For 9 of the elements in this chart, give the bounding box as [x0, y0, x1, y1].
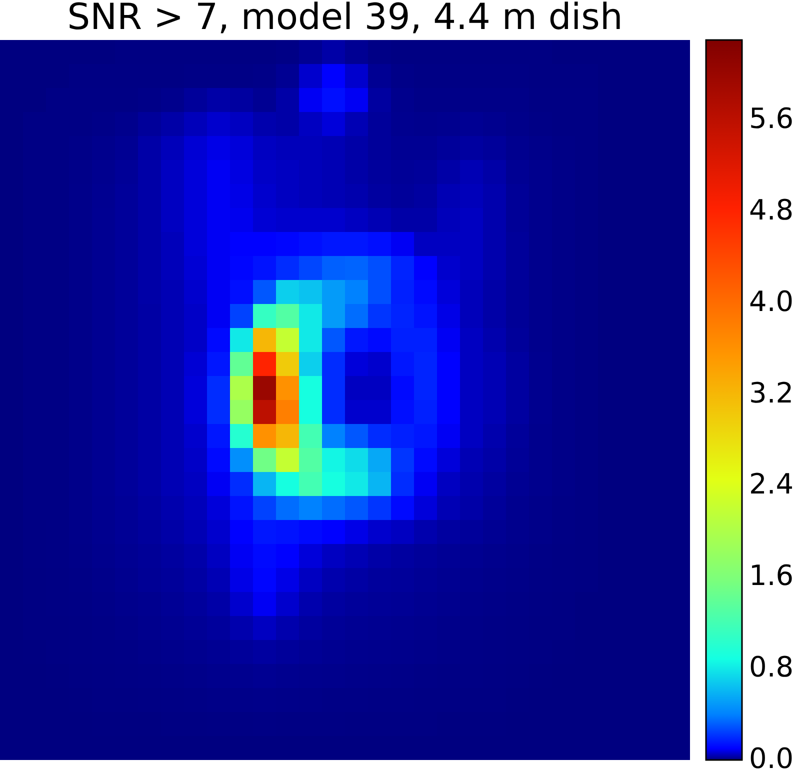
color-bar-label: 3.2 — [749, 376, 794, 410]
color-bar-label: 0.0 — [749, 742, 794, 773]
color-bar-label: 4.8 — [749, 193, 794, 226]
color-bar-label: 0.8 — [749, 650, 794, 684]
color-bar-label: 5.6 — [749, 102, 794, 135]
color-bar-label: 2.4 — [749, 468, 794, 501]
chart-title: SNR > 7, model 39, 4.4 m dish — [67, 0, 623, 38]
color-bar-label: 4.0 — [749, 284, 794, 318]
color-bar-label: 1.6 — [749, 559, 794, 592]
